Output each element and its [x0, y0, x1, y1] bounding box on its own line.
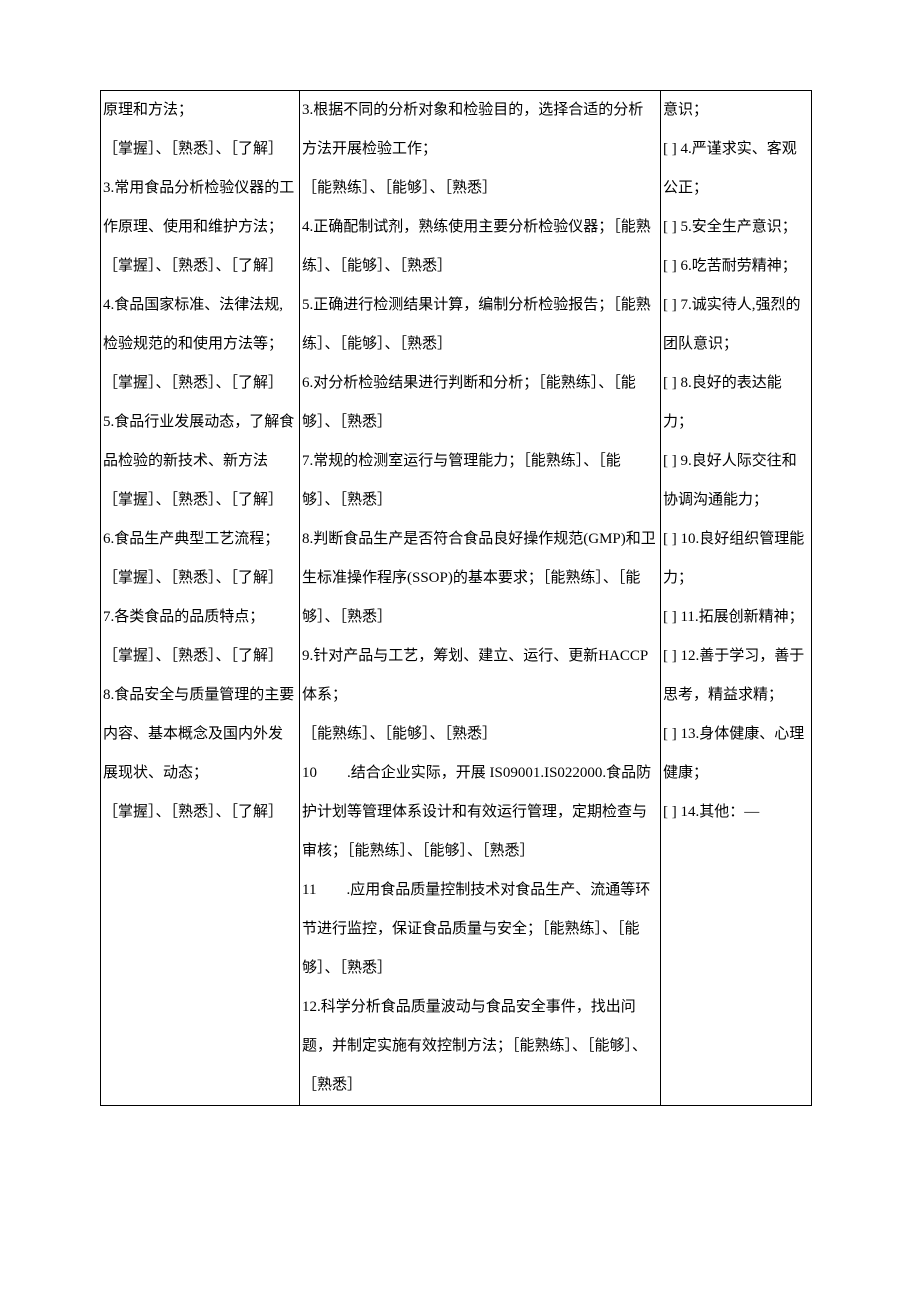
knowledge-content: 原理和方法；［掌握］、［熟悉］、［了解］3.常用食品分析检验仪器的工作原理、使用…	[101, 91, 299, 832]
content-table: 原理和方法；［掌握］、［熟悉］、［了解］3.常用食品分析检验仪器的工作原理、使用…	[100, 90, 812, 1106]
document-page: 原理和方法；［掌握］、［熟悉］、［了解］3.常用食品分析检验仪器的工作原理、使用…	[0, 0, 920, 1166]
ability-content: 3.根据不同的分析对象和检验目的，选择合适的分析方法开展检验工作；［能熟练］、［…	[300, 91, 660, 1105]
table-row: 原理和方法；［掌握］、［熟悉］、［了解］3.常用食品分析检验仪器的工作原理、使用…	[101, 91, 812, 1106]
quality-content: 意识；[ ] 4.严谨求实、客观公正；[ ] 5.安全生产意识；[ ] 6.吃苦…	[661, 91, 811, 832]
knowledge-column: 原理和方法；［掌握］、［熟悉］、［了解］3.常用食品分析检验仪器的工作原理、使用…	[101, 91, 300, 1106]
ability-column: 3.根据不同的分析对象和检验目的，选择合适的分析方法开展检验工作；［能熟练］、［…	[300, 91, 661, 1106]
quality-column: 意识；[ ] 4.严谨求实、客观公正；[ ] 5.安全生产意识；[ ] 6.吃苦…	[661, 91, 812, 1106]
